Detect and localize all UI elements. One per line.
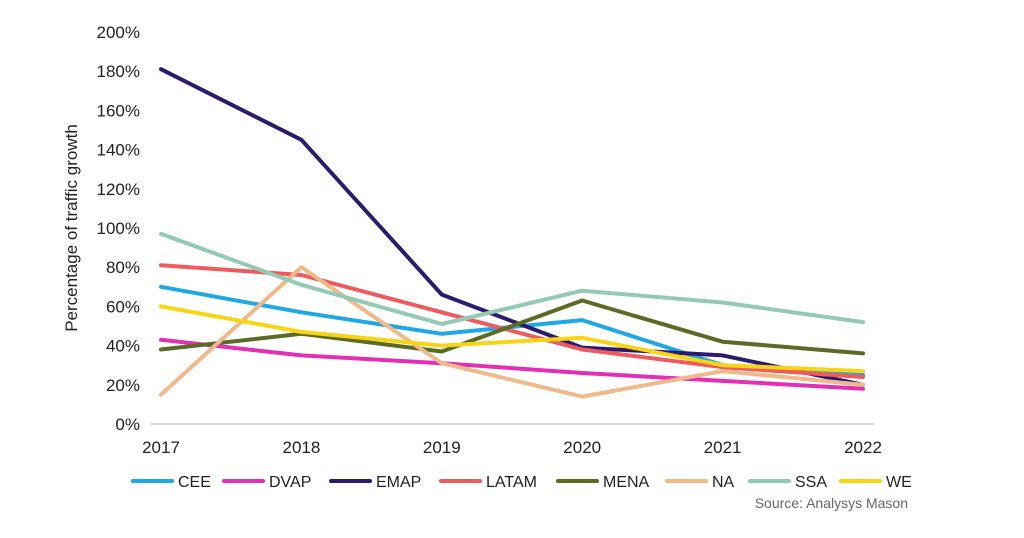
series-line-emap: [159, 67, 865, 387]
y-tick-label: 120%: [97, 180, 140, 199]
legend-label: MENA: [603, 474, 650, 491]
legend-label: CEE: [178, 474, 211, 491]
legend-item-dvap: DVAP: [222, 474, 311, 491]
legend-label: SSA: [795, 474, 827, 491]
x-axis-ticks: 2017 2018 2019 2020 2021 2022: [142, 438, 882, 457]
legend-label: EMAP: [376, 474, 421, 491]
y-tick-label: 100%: [97, 219, 140, 238]
legend-item-we: WE: [839, 474, 912, 491]
y-tick-label: 80%: [106, 258, 140, 277]
legend-item-na: NA: [665, 474, 735, 491]
y-tick-label: 160%: [97, 101, 140, 120]
series-line-mena: [159, 298, 865, 356]
legend-label: LATAM: [486, 474, 537, 491]
legend-item-mena: MENA: [556, 474, 650, 491]
source-note: Source: Analysys Mason: [755, 495, 908, 511]
y-tick-label: 0%: [115, 415, 140, 434]
legend-label: WE: [886, 474, 912, 491]
legend-item-latam: LATAM: [439, 474, 537, 491]
x-tick-label: 2017: [142, 438, 180, 457]
x-tick-label: 2022: [844, 438, 882, 457]
series-line-latam: [159, 263, 865, 379]
x-tick-label: 2018: [282, 438, 320, 457]
x-tick-label: 2020: [563, 438, 601, 457]
legend-item-ssa: SSA: [748, 474, 827, 491]
series-lines: [159, 67, 865, 399]
y-axis-title: Percentage of traffic growth: [62, 124, 81, 332]
y-tick-label: 140%: [97, 141, 140, 160]
legend-item-cee: CEE: [131, 474, 211, 491]
y-tick-label: 40%: [106, 337, 140, 356]
y-tick-label: 180%: [97, 62, 140, 81]
y-tick-label: 20%: [106, 376, 140, 395]
series-line-na: [159, 265, 865, 399]
x-tick-label: 2019: [423, 438, 461, 457]
legend-item-emap: EMAP: [329, 474, 421, 491]
y-tick-label: 200%: [97, 23, 140, 42]
series-line-ssa: [159, 231, 865, 326]
y-axis-ticks: 0% 20% 40% 60% 80% 100% 120% 140% 160% 180% 200%: [97, 23, 140, 434]
x-tick-label: 2021: [704, 438, 742, 457]
series-line-we: [159, 304, 865, 374]
legend: CEE DVAP EMAP LATAM MENA NA SSA WE: [131, 474, 912, 491]
legend-label: NA: [712, 474, 735, 491]
legend-label: DVAP: [269, 474, 311, 491]
y-tick-label: 60%: [106, 297, 140, 316]
series-line-dvap: [159, 337, 865, 391]
